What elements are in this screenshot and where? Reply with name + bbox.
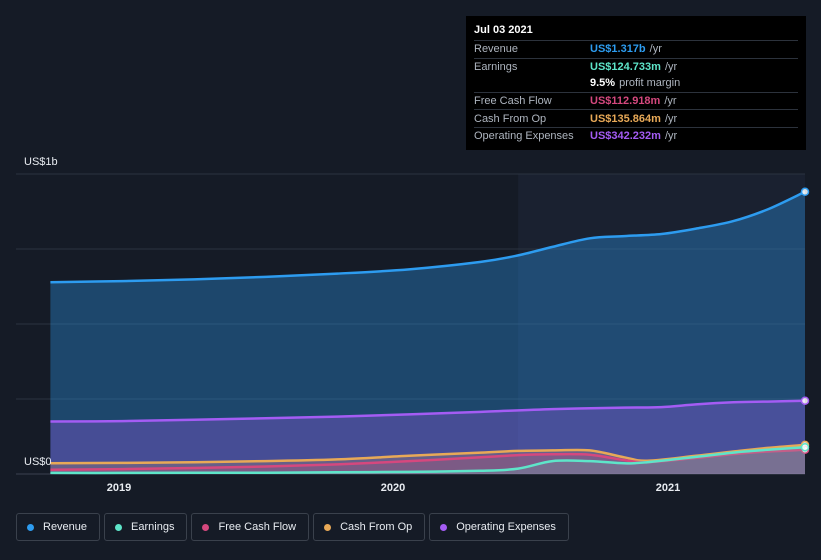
tooltip-value-margin: 9.5% <box>590 77 616 90</box>
tooltip-label-cfo: Cash From Op <box>474 112 547 125</box>
legend-label-cash-from-op: Cash From Op <box>340 521 413 533</box>
tooltip-label-opex: Operating Expenses <box>474 130 574 143</box>
legend-label-revenue: Revenue <box>43 521 88 533</box>
legend-label-free-cash-flow: Free Cash Flow <box>218 521 297 533</box>
tooltip-value-opex: US$342.232m <box>590 130 661 143</box>
x-tick-label-2020: 2020 <box>380 482 406 494</box>
line-earnings <box>50 445 806 475</box>
legend-dot-cash-from-op <box>324 523 332 531</box>
tooltip-date: Jul 03 2021 <box>474 24 533 36</box>
y-axis-top-label: US$1b <box>24 156 58 168</box>
legend-item-operating-expenses[interactable]: Operating Expenses <box>429 513 569 541</box>
area-revenue <box>50 191 805 475</box>
tooltip-label-revenue: Revenue <box>474 43 519 56</box>
tooltip-unit-revenue: /yr <box>649 43 662 56</box>
tooltip-label-earnings: Earnings <box>474 60 518 73</box>
tooltip-value-revenue: US$1.317b <box>590 43 646 56</box>
tooltip-row-fcf: Free Cash Flow US$112.918m /yr <box>474 91 798 110</box>
legend-dot-operating-expenses <box>440 523 448 531</box>
tooltip-row-cfo: Cash From Op US$135.864m /yr <box>474 109 798 127</box>
line-opex <box>50 399 806 423</box>
tooltip-row-opex: Operating Expenses US$342.232m /yr <box>474 126 798 145</box>
tooltip-unit-opex: /yr <box>664 130 678 143</box>
tooltip-unit-fcf: /yr <box>664 95 677 108</box>
tooltip-row-revenue: Revenue US$1.317b /yr <box>474 40 798 58</box>
legend-dot-earnings <box>115 523 123 531</box>
line-revenue <box>50 190 806 284</box>
legend-dot-free-cash-flow <box>202 523 210 531</box>
tooltip-value-earnings: US$124.733m <box>590 60 661 73</box>
tooltip-row-earnings: Earnings US$124.733m /yr <box>474 57 798 76</box>
end-marker-revenue <box>800 187 810 197</box>
end-marker-earnings <box>800 442 810 452</box>
tooltip-value-cfo: US$135.864m <box>590 112 661 125</box>
tooltip-unit-cfo: /yr <box>664 112 678 125</box>
data-tooltip: Jul 03 2021 Revenue US$1.317b /yr Earnin… <box>466 16 806 150</box>
x-tick-label-2019: 2019 <box>106 482 132 494</box>
tooltip-value-fcf: US$112.918m <box>590 95 661 108</box>
legend-item-earnings[interactable]: Earnings <box>104 513 188 541</box>
legend-item-free-cash-flow[interactable]: Free Cash Flow <box>191 513 310 541</box>
x-tick-label-2021: 2021 <box>655 482 681 494</box>
chart-canvas <box>16 173 810 475</box>
tooltip-margin-text: profit margin <box>619 77 681 90</box>
y-axis-zero-label: US$0 <box>24 456 52 468</box>
legend-item-cash-from-op[interactable]: Cash From Op <box>313 513 426 541</box>
legend-label-operating-expenses: Operating Expenses <box>456 521 556 533</box>
legend-label-earnings: Earnings <box>131 521 175 533</box>
tooltip-row-margin: 9.5% profit margin <box>474 75 798 92</box>
chart-legend: Revenue Earnings Free Cash Flow Cash Fro… <box>16 513 569 541</box>
area-earnings <box>50 447 805 474</box>
tooltip-label-fcf: Free Cash Flow <box>474 95 552 108</box>
legend-dot-revenue <box>27 523 34 531</box>
end-marker-opex <box>800 396 810 405</box>
tooltip-unit-earnings: /yr <box>664 60 678 73</box>
legend-item-revenue[interactable]: Revenue <box>16 513 101 541</box>
